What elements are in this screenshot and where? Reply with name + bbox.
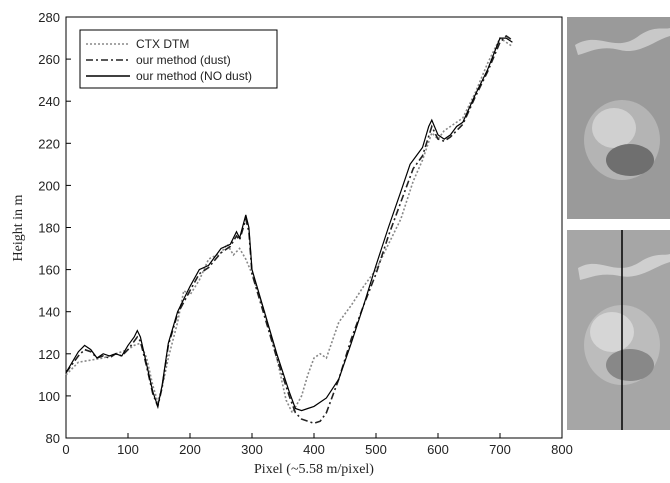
y-tick-label: 180 (38, 221, 60, 236)
y-axis-label: Height in m (11, 194, 26, 261)
y-tick-label: 280 (38, 10, 60, 25)
terrain-image-bottom (567, 230, 670, 430)
x-tick-label: 300 (241, 442, 263, 457)
legend-label: our method (NO dust) (136, 69, 252, 83)
data-line (65, 37, 513, 412)
y-tick-label: 240 (38, 94, 60, 109)
legend-box (79, 29, 278, 89)
x-tick-label: 200 (179, 442, 201, 457)
y-tick-label: 80 (46, 431, 60, 446)
x-tick-label: 600 (427, 442, 449, 457)
y-tick-label: 160 (38, 263, 60, 278)
x-axis-label: Pixel (~5.58 m/pixel) (254, 462, 374, 477)
y-tick-label: 120 (38, 347, 60, 362)
x-tick-label: 800 (551, 442, 573, 457)
x-tick-label: 700 (489, 442, 511, 457)
y-tick-label: 260 (38, 52, 60, 67)
x-tick-label: 0 (62, 442, 69, 457)
plot (65, 34, 513, 425)
x-tick-label: 100 (117, 442, 139, 457)
y-tick-label: 140 (38, 305, 60, 320)
terrain-image-top (567, 17, 670, 219)
y-tick-label: 220 (38, 136, 60, 151)
y-tick-label: 100 (38, 389, 60, 404)
y-tick-label: 200 (38, 178, 60, 193)
x-tick-label: 400 (303, 442, 325, 457)
legend-label: our method (dust) (136, 53, 231, 67)
legend-label: CTX DTM (136, 37, 189, 51)
x-tick-label: 500 (365, 442, 387, 457)
